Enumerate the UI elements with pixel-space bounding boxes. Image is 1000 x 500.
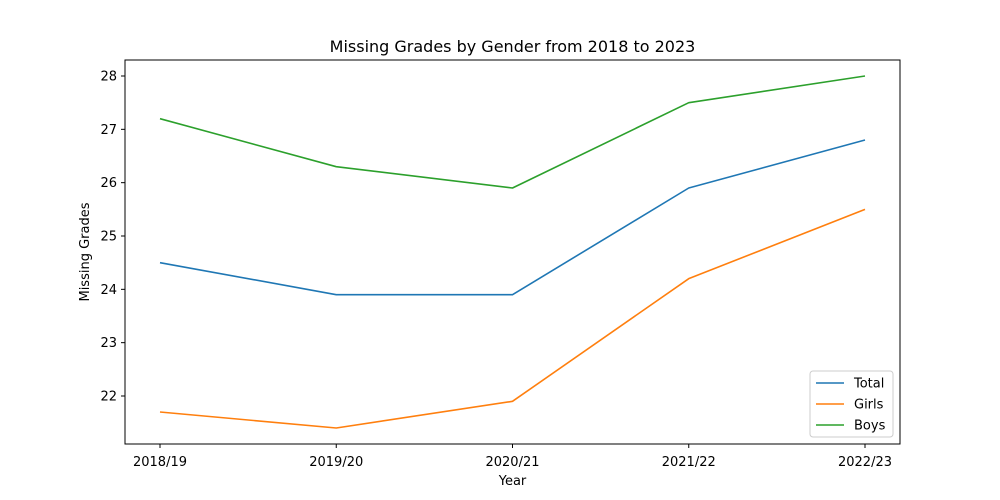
x-axis: 2018/19 2019/20 2020/21 2021/22 2022/23	[133, 444, 892, 470]
series-line-girls	[159, 208, 866, 429]
series-line-total	[159, 139, 866, 296]
y-tick-label: 27	[100, 123, 117, 138]
series-line-boys	[159, 75, 866, 189]
legend-label-total: Total	[853, 377, 884, 392]
legend: Total Girls Boys	[809, 370, 894, 438]
y-tick-label: 22	[100, 390, 117, 405]
legend-box	[809, 370, 894, 438]
x-tick-label: 2018/19	[133, 455, 187, 470]
y-tick-label: 23	[100, 336, 117, 351]
x-axis-label: Year	[498, 474, 527, 489]
plot-frame	[124, 59, 901, 445]
legend-label-girls: Girls	[854, 398, 884, 413]
y-tick-label: 26	[100, 176, 117, 191]
y-axis-label: Missing Grades	[78, 202, 93, 301]
legend-label-boys: Boys	[854, 419, 886, 434]
x-tick-label: 2020/21	[485, 455, 539, 470]
chart-title: Missing Grades by Gender from 2018 to 20…	[330, 37, 696, 56]
y-axis: 22 23 24 25 26 27 28	[100, 70, 125, 405]
x-tick-label: 2019/20	[309, 455, 363, 470]
y-tick-label: 28	[100, 70, 117, 85]
y-tick-label: 25	[100, 230, 117, 245]
y-tick-label: 24	[100, 283, 117, 298]
plot-area	[159, 75, 866, 429]
x-tick-label: 2022/23	[838, 455, 892, 470]
x-tick-label: 2021/22	[662, 455, 716, 470]
